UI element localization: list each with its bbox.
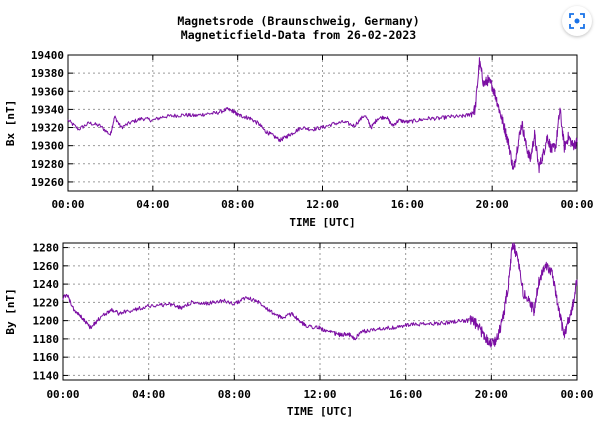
y-tick-label: 19260 xyxy=(31,176,64,189)
x-tick-label: 16:00 xyxy=(391,198,424,211)
y-tick-label: 1220 xyxy=(33,296,60,309)
x-axis-label: TIME [UTC] xyxy=(287,405,353,418)
x-tick-label: 12:00 xyxy=(306,198,339,211)
x-tick-label: 00:00 xyxy=(46,388,79,401)
x-tick-label: 16:00 xyxy=(389,388,422,401)
y-tick-label: 1160 xyxy=(33,351,60,364)
y-tick-label: 1280 xyxy=(33,242,60,255)
y-tick-label: 19280 xyxy=(31,158,64,171)
x-tick-label: 00:00 xyxy=(51,198,84,211)
y-tick-label: 19300 xyxy=(31,140,64,153)
y-tick-label: 1180 xyxy=(33,333,60,346)
x-tick-label: 20:00 xyxy=(475,388,508,401)
bx-panel: 19260 19280 19300 19320 19340 19360 19380 19400… xyxy=(4,49,594,229)
y-tick-label: 1240 xyxy=(33,278,60,291)
x-tick-label: 20:00 xyxy=(476,198,509,211)
y-tick-label: 19340 xyxy=(31,103,64,116)
y-tick-label: 19400 xyxy=(31,49,64,62)
x-axis-label: TIME [UTC] xyxy=(289,216,355,229)
series-line xyxy=(62,242,578,348)
y-tick-label: 1260 xyxy=(33,260,60,273)
y-tick-label: 19360 xyxy=(31,85,64,98)
chart-title-line-1: Magnetsrode (Braunschweig, Germany) xyxy=(177,14,420,28)
y-tick-label: 19380 xyxy=(31,67,64,80)
y-tick-label: 19320 xyxy=(31,122,64,135)
scan-icon xyxy=(569,13,585,29)
series-line xyxy=(67,57,578,174)
x-tick-label: 00:00 xyxy=(560,198,593,211)
by-panel: 1140 1160 1180 1200 1220 1240 1260 1280 00:00 04:… xyxy=(4,242,594,418)
x-tick-label: 12:00 xyxy=(303,388,336,401)
x-tick-label: 00:00 xyxy=(560,388,593,401)
x-tick-label: 08:00 xyxy=(218,388,251,401)
y-axis-label: Bx [nT] xyxy=(4,100,17,146)
y-tick-label: 1200 xyxy=(33,315,60,328)
x-tick-label: 08:00 xyxy=(221,198,254,211)
lens-scan-button[interactable] xyxy=(562,6,592,36)
y-tick-label: 1140 xyxy=(33,369,60,382)
y-axis-label: By [nT] xyxy=(4,288,17,334)
x-tick-label: 04:00 xyxy=(132,388,165,401)
chart-title-line-2: Magneticfield-Data from 26-02-2023 xyxy=(180,28,417,42)
x-tick-label: 04:00 xyxy=(136,198,169,211)
